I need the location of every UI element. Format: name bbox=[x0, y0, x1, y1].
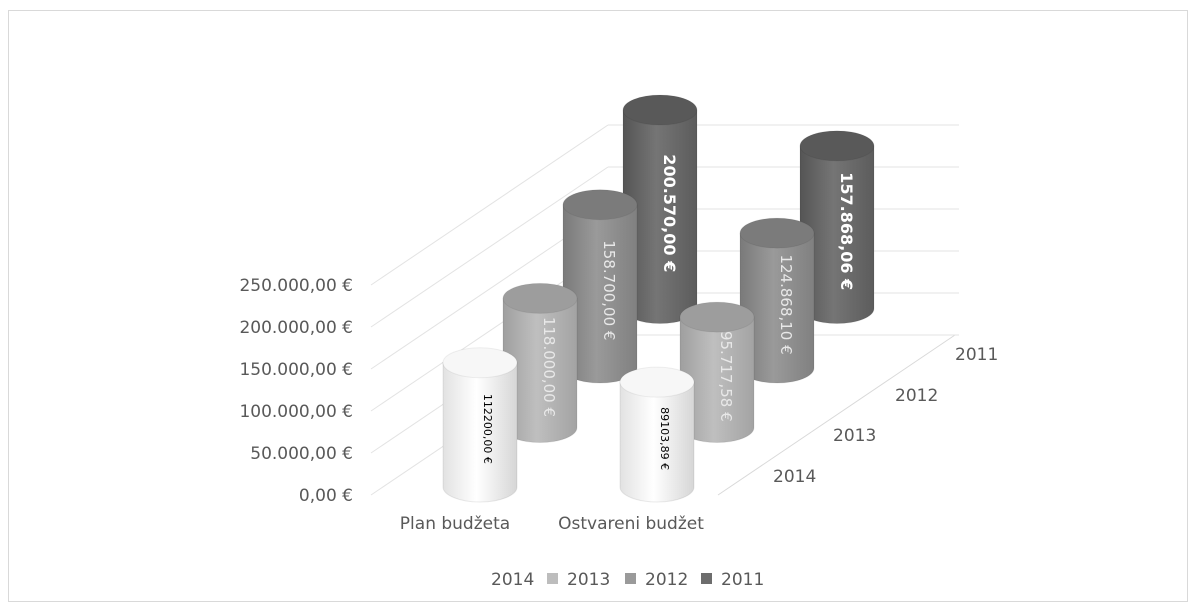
axes: 0,00 € 50.000,00 € 100.000,00 € 150.000,00 … bbox=[239, 276, 998, 534]
legend-label: 2013 bbox=[567, 570, 610, 590]
cylinder-top bbox=[442, 347, 518, 379]
data-label: 158.700,00 € bbox=[600, 240, 618, 340]
data-label: 200.570,00 € bbox=[660, 154, 679, 272]
legend: 2014 2013 2012 2011 bbox=[491, 570, 764, 590]
legend-swatch bbox=[547, 573, 558, 584]
cylinder-top bbox=[562, 189, 638, 221]
category-label: Plan budžeta bbox=[400, 514, 510, 534]
data-label: 157.868,06 € bbox=[837, 172, 856, 290]
cylinder-body bbox=[619, 381, 695, 503]
legend-swatch bbox=[701, 573, 712, 584]
cylinder-top bbox=[622, 94, 698, 126]
cylinder-bar bbox=[622, 94, 698, 324]
cylinder-bar bbox=[562, 189, 638, 384]
y-tick-label: 200.000,00 € bbox=[239, 318, 353, 338]
legend-item: 2013 bbox=[547, 570, 610, 590]
depth-axis-label: 2014 bbox=[773, 467, 816, 487]
cylinder-top bbox=[502, 282, 578, 314]
category-label: Ostvareni budžet bbox=[558, 514, 704, 534]
side-gridline bbox=[370, 124, 609, 286]
legend-swatch bbox=[625, 573, 636, 584]
legend-label: 2014 bbox=[491, 570, 534, 590]
y-tick-label: 50.000,00 € bbox=[250, 444, 353, 464]
y-tick-label: 0,00 € bbox=[299, 486, 353, 506]
y-tick-label: 100.000,00 € bbox=[239, 402, 353, 422]
depth-axis-label: 2013 bbox=[833, 426, 876, 446]
y-tick-label: 250.000,00 € bbox=[239, 276, 353, 296]
legend-item: 2012 bbox=[625, 570, 688, 590]
data-label: 112200,00 € bbox=[481, 394, 494, 464]
chart-area: 0,00 € 50.000,00 € 100.000,00 € 150.000,00 … bbox=[8, 10, 1188, 602]
legend-label: 2012 bbox=[645, 570, 688, 590]
cylinder-bar bbox=[502, 282, 578, 443]
cylinder-bar bbox=[619, 366, 695, 503]
data-label: 89103,89 € bbox=[658, 407, 671, 470]
cylinder-top bbox=[799, 130, 875, 162]
data-labels: 200.570,00 € 157.868,06 € 158.700,00 € 124.… bbox=[481, 154, 856, 470]
depth-axis-label: 2012 bbox=[895, 386, 938, 406]
chart-svg: 0,00 € 50.000,00 € 100.000,00 € 150.000,00 … bbox=[239, 94, 998, 590]
cylinder-bar bbox=[799, 130, 875, 324]
cylinder-bar bbox=[739, 217, 815, 384]
bars bbox=[442, 94, 875, 503]
legend-label: 2011 bbox=[721, 570, 764, 590]
data-label: 118.000,00 € bbox=[540, 317, 558, 417]
cylinder-bar bbox=[442, 347, 518, 503]
data-label: 124.868,10 € bbox=[777, 254, 795, 354]
cylinder-top bbox=[679, 301, 755, 333]
depth-axis-label: 2011 bbox=[955, 345, 998, 365]
cylinder-body bbox=[442, 362, 518, 503]
side-gridline bbox=[370, 166, 609, 328]
data-label: 95.717,58 € bbox=[717, 331, 735, 422]
y-tick-label: 150.000,00 € bbox=[239, 360, 353, 380]
legend-item: 2011 bbox=[701, 570, 764, 590]
floor-right-edge bbox=[717, 334, 956, 496]
cylinder-top bbox=[739, 217, 815, 249]
legend-item: 2014 bbox=[491, 570, 534, 590]
cylinder-top bbox=[619, 366, 695, 398]
